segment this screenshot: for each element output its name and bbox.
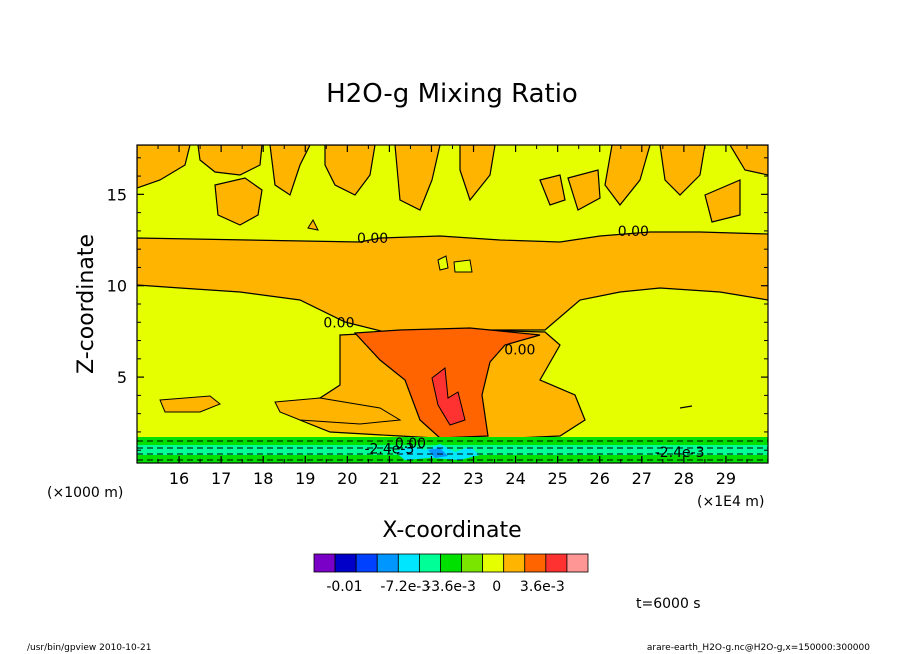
- x-tick-label: 26: [590, 469, 610, 488]
- x-tick-label: 27: [632, 469, 652, 488]
- small-cell-4: [679, 405, 693, 409]
- surface-perturbation-2: [428, 448, 448, 458]
- colorbar-swatch: [461, 553, 484, 573]
- colorbar-swatch: [313, 553, 336, 573]
- small-cell: [307, 218, 319, 231]
- colorbar-labels: -0.01 -7.2e-3-3.6e-3 0 3.6e-3: [326, 579, 564, 595]
- y-tick-label: 5: [117, 368, 127, 387]
- time-label: t=6000 s: [636, 596, 701, 612]
- low-left-band-2: [274, 397, 402, 425]
- colorbar-label: -3.6e-3: [426, 579, 476, 595]
- contour-label: -2.4e-3: [364, 441, 414, 457]
- x-tick-label: 16: [169, 469, 189, 488]
- x-unit-left: (×1000 m): [47, 485, 123, 501]
- x-tick-label: 18: [253, 469, 273, 488]
- colorbar-swatch: [440, 553, 462, 573]
- colorbar-swatch: [397, 553, 420, 573]
- colorbar: [313, 553, 589, 573]
- x-unit-right: (×1E4 m): [697, 494, 764, 510]
- contour-label: 0.00: [395, 436, 426, 452]
- x-tick-label: 28: [674, 469, 694, 488]
- colorbar-swatch: [355, 553, 378, 573]
- colorbar-swatch: [545, 553, 568, 573]
- footer-left: /usr/bin/gpview 2010-10-21: [27, 643, 151, 653]
- chart-title: H2O-g Mixing Ratio: [326, 79, 578, 109]
- colorbar-swatch: [376, 553, 399, 573]
- contour-labels: 0.00 0.000.000.000.00-2.4e-3 -2.4e-3: [323, 224, 704, 461]
- y-tick-label: 15: [107, 185, 127, 204]
- surface-layer-teal: [137, 445, 768, 455]
- y-tick-label: 10: [107, 277, 127, 296]
- small-cell-3: [453, 259, 473, 273]
- contour-label: 0.00: [323, 315, 354, 331]
- colorbar-swatch: [503, 553, 526, 573]
- colorbar-swatch: [566, 553, 589, 573]
- colorbar-label: -7.2e-3: [380, 579, 430, 595]
- core-maximum-region: [353, 327, 541, 439]
- colorbar-label: 0: [492, 579, 501, 595]
- x-tick-label: 25: [547, 469, 567, 488]
- x-tick-label: 20: [337, 469, 357, 488]
- colorbar-swatch: [524, 553, 547, 573]
- contour-label: 0.00: [357, 231, 388, 247]
- x-axis-label: X-coordinate: [382, 518, 521, 543]
- colorbar-swatch: [334, 553, 357, 573]
- colorbar-swatch: [482, 553, 505, 573]
- y-axis-label: Z-coordinate: [74, 234, 99, 374]
- x-tick-label: 23: [463, 469, 483, 488]
- x-axis: 16 17 18 19 20 21 22 23 24 25 26 27 28 29: [157, 145, 748, 488]
- contour-label: -2.4e-3: [655, 445, 705, 461]
- contour-label: 0.00: [618, 224, 649, 240]
- x-tick-label: 19: [295, 469, 315, 488]
- x-tick-label: 29: [716, 469, 736, 488]
- colorbar-label: 3.6e-3: [520, 579, 565, 595]
- x-tick-label: 24: [505, 469, 525, 488]
- footer-right: arare-earth_H2O-g.nc@H2O-g,x=150000:3000…: [647, 643, 870, 653]
- contour-label: 0.00: [504, 343, 535, 359]
- upper-positive-band: [137, 231, 768, 333]
- y-axis: 5 10 15: [107, 157, 768, 451]
- x-tick-label: 22: [421, 469, 441, 488]
- x-tick-label: 21: [379, 469, 399, 488]
- plot-area: [137, 145, 768, 463]
- top-cells: [137, 145, 768, 226]
- colorbar-label: -0.01: [326, 579, 362, 595]
- core-peak-region: [431, 367, 466, 426]
- x-tick-label: 17: [211, 469, 231, 488]
- low-left-band: [159, 395, 221, 413]
- colorbar-swatch: [418, 553, 441, 573]
- small-cell-2: [437, 255, 449, 271]
